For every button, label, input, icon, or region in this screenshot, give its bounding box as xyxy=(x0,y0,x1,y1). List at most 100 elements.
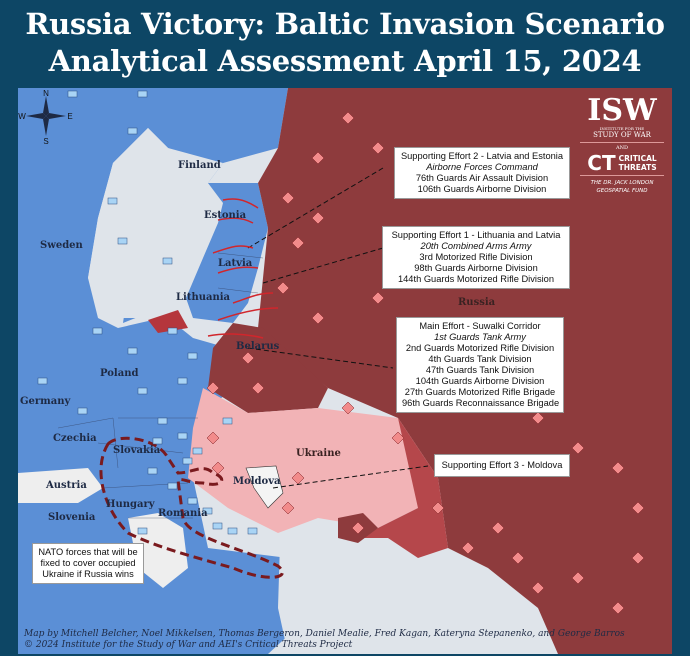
austria xyxy=(18,468,103,503)
compass-n: N xyxy=(43,89,49,98)
compass-rose-icon: N S W E xyxy=(18,89,72,144)
nato-unit-marker xyxy=(192,447,203,455)
russian-unit-marker xyxy=(311,211,325,225)
label-ukraine: Ukraine xyxy=(296,448,341,459)
credits-line-1: Map by Mitchell Belcher, Noel Mikkelsen,… xyxy=(24,629,625,639)
callout-unit: 2nd Guards Motorized Rifle Division xyxy=(405,343,555,353)
map-area: N S W E Finland Estonia Sweden Latvia Li… xyxy=(18,88,672,654)
moldova xyxy=(245,465,284,509)
label-slovakia: Slovakia xyxy=(113,445,161,456)
russian-unit-marker xyxy=(371,141,385,155)
isw-logo-text: ISW xyxy=(587,93,657,128)
callout-supporting-effort-2: Supporting Effort 2 - Latvia and Estonia… xyxy=(394,147,570,199)
callout-unit: 144th Guards Motorized Rifle Division xyxy=(397,274,555,284)
russian-unit-marker xyxy=(531,411,545,425)
label-hungary: Hungary xyxy=(106,499,155,510)
fund-line1: THE DR. JACK LONDON xyxy=(590,180,654,186)
russian-unit-marker xyxy=(311,151,325,165)
russian-unit-marker xyxy=(461,541,475,555)
nato-unit-marker xyxy=(67,90,78,98)
callout-command: 1st Guards Tank Army xyxy=(434,332,526,342)
nato-unit-marker xyxy=(107,197,118,205)
title-line-1: Russia Victory: Baltic Invasion Scenario xyxy=(25,7,665,41)
ct-line2: THREATS xyxy=(618,163,657,172)
russian-unit-marker xyxy=(611,461,625,475)
callout-unit: 96th Guards Reconnaissance Brigade xyxy=(402,398,560,408)
nato-unit-marker xyxy=(137,387,148,395)
isw-sub1: INSTITUTE FOR THE xyxy=(599,126,645,131)
callout-unit: 76th Guards Air Assault Division xyxy=(415,173,549,183)
callout-title: Supporting Effort 2 - Latvia and Estonia xyxy=(400,151,564,161)
callout-main-effort: Main Effort - Suwalki Corridor 1st Guard… xyxy=(396,317,564,413)
russian-unit-marker xyxy=(631,501,645,515)
label-lithuania: Lithuania xyxy=(176,292,231,303)
russian-unit-marker xyxy=(241,351,255,365)
map-credits: Map by Mitchell Belcher, Noel Mikkelsen,… xyxy=(24,629,625,651)
ct-line1: CRITICAL xyxy=(618,154,657,163)
nato-unit-marker xyxy=(187,497,198,505)
callout-unit: 98th Guards Airborne Division xyxy=(414,263,538,273)
callout-supporting-effort-1: Supporting Effort 1 - Lithuania and Latv… xyxy=(382,226,570,289)
nato-unit-marker xyxy=(157,417,168,425)
baltic-sea xyxy=(88,128,253,328)
callout-text: NATO forces that will be fixed to cover … xyxy=(38,547,138,579)
nato-unit-marker xyxy=(162,257,173,265)
russian-unit-marker xyxy=(276,281,290,295)
nato-unit-marker xyxy=(147,467,158,475)
label-sweden: Sweden xyxy=(40,240,83,251)
isw-ct-logo: ISW INSTITUTE FOR THE STUDY OF WAR AND C… xyxy=(580,96,664,195)
russian-unit-marker xyxy=(611,601,625,615)
label-austria: Austria xyxy=(46,480,87,491)
nato-unit-marker xyxy=(187,352,198,360)
callout-unit: 27th Guards Motorized Rifle Brigade xyxy=(404,387,556,397)
occupied-ukraine xyxy=(358,418,448,558)
russian-unit-marker xyxy=(531,581,545,595)
russian-unit-marker xyxy=(311,311,325,325)
label-moldova: Moldova xyxy=(233,476,281,487)
nato-unit-marker xyxy=(182,457,193,465)
black-sea xyxy=(278,520,428,654)
russian-unit-marker xyxy=(291,236,305,250)
callout-command: Airborne Forces Command xyxy=(426,162,538,172)
ct-logo-mark: CT xyxy=(587,151,616,175)
russian-unit-marker xyxy=(206,431,220,445)
nato-unit-marker xyxy=(167,327,178,335)
baltic-states xyxy=(186,183,268,323)
kaliningrad xyxy=(148,310,188,333)
russian-unit-marker xyxy=(511,551,525,565)
label-belarus: Belarus xyxy=(236,341,280,352)
nato-unit-marker xyxy=(127,127,138,135)
nato-unit-marker xyxy=(37,377,48,385)
nato-unit-marker xyxy=(137,527,148,535)
russian-unit-marker xyxy=(351,521,365,535)
compass-s: S xyxy=(43,137,48,144)
label-romania: Romania xyxy=(158,508,208,519)
callout-title: Main Effort - Suwalki Corridor xyxy=(419,321,541,331)
nato-unit-marker xyxy=(222,417,233,425)
leader-lines xyxy=(247,167,429,489)
belarus xyxy=(208,323,328,413)
callout-unit: 104th Guards Airborne Division xyxy=(415,376,545,386)
nato-unit-marker xyxy=(212,522,223,530)
nato-fixed-forces-outline xyxy=(99,436,284,579)
callout-command: 20th Combined Arms Army xyxy=(420,241,532,251)
nato-unit-marker xyxy=(152,437,163,445)
russian-unit-marker xyxy=(491,521,505,535)
callout-unit: 3rd Motorized Rifle Division xyxy=(419,252,533,262)
isw-sub2: STUDY OF WAR xyxy=(593,131,651,139)
russian-unit-marker xyxy=(251,381,265,395)
compass-e: E xyxy=(67,112,72,121)
title-line-2: Analytical Assessment April 15, 2024 xyxy=(48,44,642,78)
attack-arrows xyxy=(207,198,279,339)
callout-unit: 106th Guards Airborne Division xyxy=(417,184,547,194)
label-slovenia: Slovenia xyxy=(48,512,96,523)
nato-territory xyxy=(18,88,318,654)
russian-unit-marker xyxy=(571,571,585,585)
callout-unit: 4th Guards Tank Division xyxy=(428,354,532,364)
callout-supporting-effort-3: Supporting Effort 3 - Moldova xyxy=(434,454,570,477)
nato-unit-marker xyxy=(167,482,178,490)
russian-unit-marker xyxy=(631,551,645,565)
nato-unit-marker xyxy=(177,377,188,385)
nato-unit-marker xyxy=(137,90,148,98)
nato-unit-marker xyxy=(202,507,213,515)
